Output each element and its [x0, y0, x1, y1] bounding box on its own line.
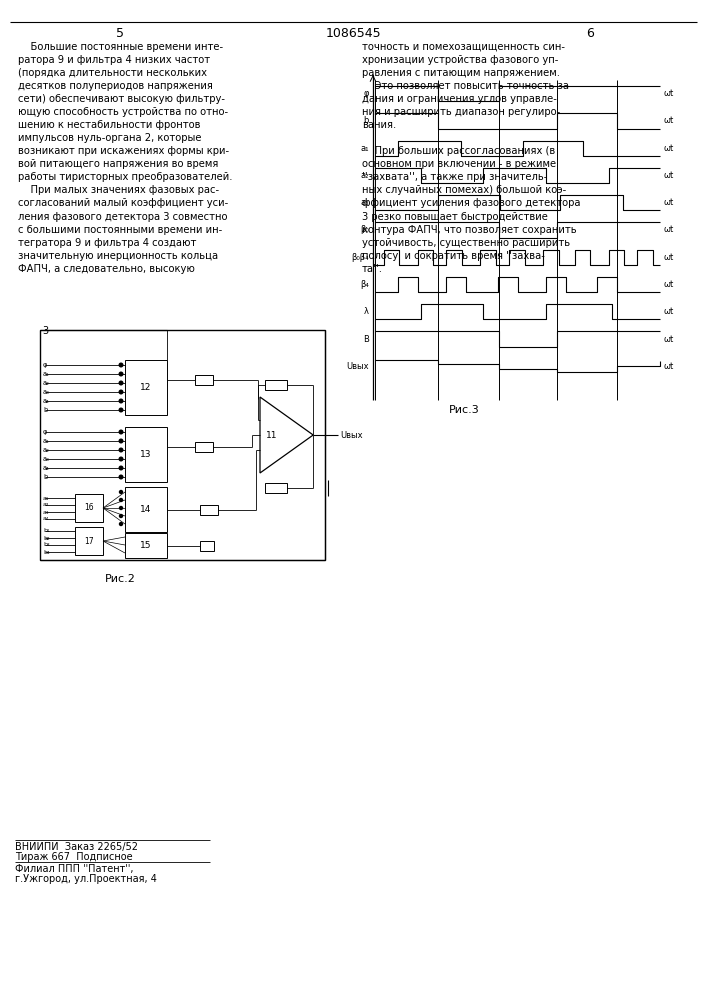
- Text: ВНИИПИ  Заказ 2265/52: ВНИИПИ Заказ 2265/52: [15, 842, 138, 852]
- Text: 11: 11: [267, 430, 278, 440]
- Text: a₃: a₃: [43, 456, 49, 462]
- Circle shape: [119, 498, 122, 502]
- Text: b: b: [43, 407, 47, 413]
- Bar: [195, 442, 213, 452]
- Text: 14: 14: [140, 505, 152, 514]
- Bar: [200, 540, 214, 550]
- Bar: [265, 483, 287, 493]
- Text: 17: 17: [84, 536, 94, 546]
- Text: b₃: b₃: [43, 542, 49, 548]
- Text: Большие постоянные времени инте-
ратора 9 и фильтра 4 низких частот
(порядка дли: Большие постоянные времени инте- ратора …: [18, 42, 233, 274]
- Text: 13: 13: [140, 450, 152, 459]
- Text: ωt: ωt: [663, 89, 673, 98]
- Circle shape: [119, 390, 123, 394]
- Bar: [75, 527, 103, 555]
- Text: ωt: ωt: [663, 307, 673, 316]
- Text: 16: 16: [84, 504, 94, 512]
- Circle shape: [119, 448, 123, 452]
- Text: a₂: a₂: [43, 447, 50, 453]
- Text: 3: 3: [42, 326, 48, 336]
- Circle shape: [119, 466, 123, 470]
- Text: г.Ужгород, ул.Проектная, 4: г.Ужгород, ул.Проектная, 4: [15, 874, 157, 884]
- Text: b₁: b₁: [43, 528, 49, 534]
- Text: Uвых: Uвых: [346, 362, 369, 371]
- Text: a₄: a₄: [43, 398, 49, 404]
- Text: B: B: [363, 335, 369, 344]
- Circle shape: [119, 457, 123, 461]
- Text: 6: 6: [586, 27, 594, 40]
- Text: ωt: ωt: [663, 362, 673, 371]
- Text: a₂: a₂: [361, 171, 369, 180]
- Text: ωt: ωt: [663, 335, 673, 344]
- Text: a₄: a₄: [43, 465, 49, 471]
- Text: ωt: ωt: [663, 226, 673, 234]
- Text: φ: φ: [43, 362, 47, 368]
- Text: b₂: b₂: [43, 536, 49, 540]
- Text: a₂: a₂: [43, 502, 49, 508]
- Text: a₃: a₃: [361, 198, 369, 207]
- Text: 1086545: 1086545: [325, 27, 381, 40]
- Text: β₀β₄: β₀β₄: [351, 253, 369, 262]
- Text: b: b: [363, 116, 369, 125]
- Text: Тираж 667  Подписное: Тираж 667 Подписное: [15, 852, 133, 862]
- Bar: [125, 533, 167, 558]
- Text: a₁: a₁: [43, 438, 49, 444]
- Text: ωt: ωt: [663, 171, 673, 180]
- Circle shape: [119, 408, 123, 412]
- Bar: [125, 360, 167, 415]
- Text: ωt: ωt: [663, 280, 673, 289]
- Circle shape: [119, 372, 123, 376]
- Text: Филиал ППП ''Патент'',: Филиал ППП ''Патент'',: [15, 864, 134, 874]
- Circle shape: [119, 490, 122, 493]
- Text: точность и помехозащищенность син-
хронизации устройства фазового уп-
равления с: точность и помехозащищенность син- хрони…: [362, 42, 580, 274]
- Text: Uвых: Uвых: [340, 430, 363, 440]
- Bar: [265, 380, 287, 390]
- Text: ωt: ωt: [663, 144, 673, 153]
- Bar: [125, 427, 167, 482]
- Text: ωt: ωt: [663, 253, 673, 262]
- Text: Рис.3: Рис.3: [449, 405, 479, 415]
- Text: a₃: a₃: [43, 389, 49, 395]
- Circle shape: [119, 506, 122, 510]
- Bar: [200, 504, 218, 514]
- Circle shape: [119, 430, 123, 434]
- Text: β₄: β₄: [360, 280, 369, 289]
- Circle shape: [119, 439, 123, 443]
- Text: φ: φ: [363, 89, 369, 98]
- Text: a₁: a₁: [361, 144, 369, 153]
- Text: ωt: ωt: [663, 116, 673, 125]
- Text: b: b: [43, 474, 47, 480]
- Bar: [40, 330, 325, 560]
- Text: λ: λ: [364, 307, 369, 316]
- Bar: [125, 487, 167, 532]
- Text: φ: φ: [43, 429, 47, 435]
- Circle shape: [119, 363, 123, 367]
- Circle shape: [119, 475, 123, 479]
- Text: a₄: a₄: [43, 516, 49, 522]
- Text: a₃: a₃: [43, 510, 49, 514]
- Circle shape: [119, 381, 123, 385]
- Circle shape: [119, 522, 122, 526]
- Bar: [195, 374, 213, 384]
- Text: β₀: β₀: [361, 226, 369, 234]
- Text: b₄: b₄: [43, 550, 49, 554]
- Text: 5: 5: [116, 27, 124, 40]
- Text: ωt: ωt: [663, 198, 673, 207]
- Text: 12: 12: [140, 383, 152, 392]
- Circle shape: [119, 514, 122, 518]
- Circle shape: [119, 399, 123, 403]
- Text: a₁: a₁: [43, 371, 49, 377]
- Text: Рис.2: Рис.2: [105, 574, 136, 584]
- Text: 15: 15: [140, 541, 152, 550]
- Text: a₂: a₂: [43, 380, 50, 386]
- Bar: [75, 494, 103, 522]
- Text: a₁: a₁: [43, 495, 49, 500]
